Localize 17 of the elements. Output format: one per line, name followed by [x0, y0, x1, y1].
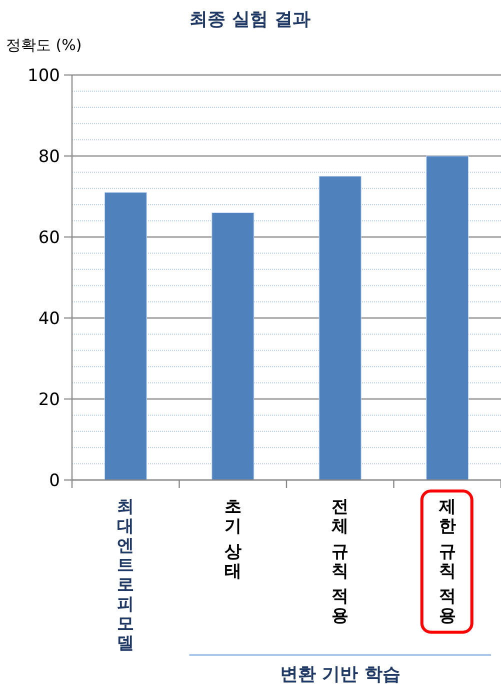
- x-tick-label: 제한 규칙 적용: [438, 497, 456, 626]
- x-tick-label: 초기 상태: [224, 497, 242, 582]
- x-tick-label: 최대엔트로피모델: [117, 497, 134, 654]
- chart-title: 최종 실험 결과: [190, 9, 310, 30]
- x-tick-label: 전체 규칙 적용: [330, 497, 349, 626]
- y-tick-label: 60: [38, 228, 60, 248]
- y-tick-label: 0: [49, 471, 60, 491]
- y-tick-label: 40: [38, 309, 60, 329]
- text: 변환 기반 학습: [280, 664, 400, 685]
- y-tick-label: 20: [38, 390, 60, 410]
- bar: [212, 212, 254, 480]
- bar: [318, 176, 362, 480]
- y-axis-title: 정확도 (%): [6, 36, 82, 54]
- bar: [426, 156, 469, 480]
- y-tick-label: 100: [28, 66, 60, 86]
- bar: [104, 192, 147, 480]
- y-tick-label: 80: [38, 147, 60, 167]
